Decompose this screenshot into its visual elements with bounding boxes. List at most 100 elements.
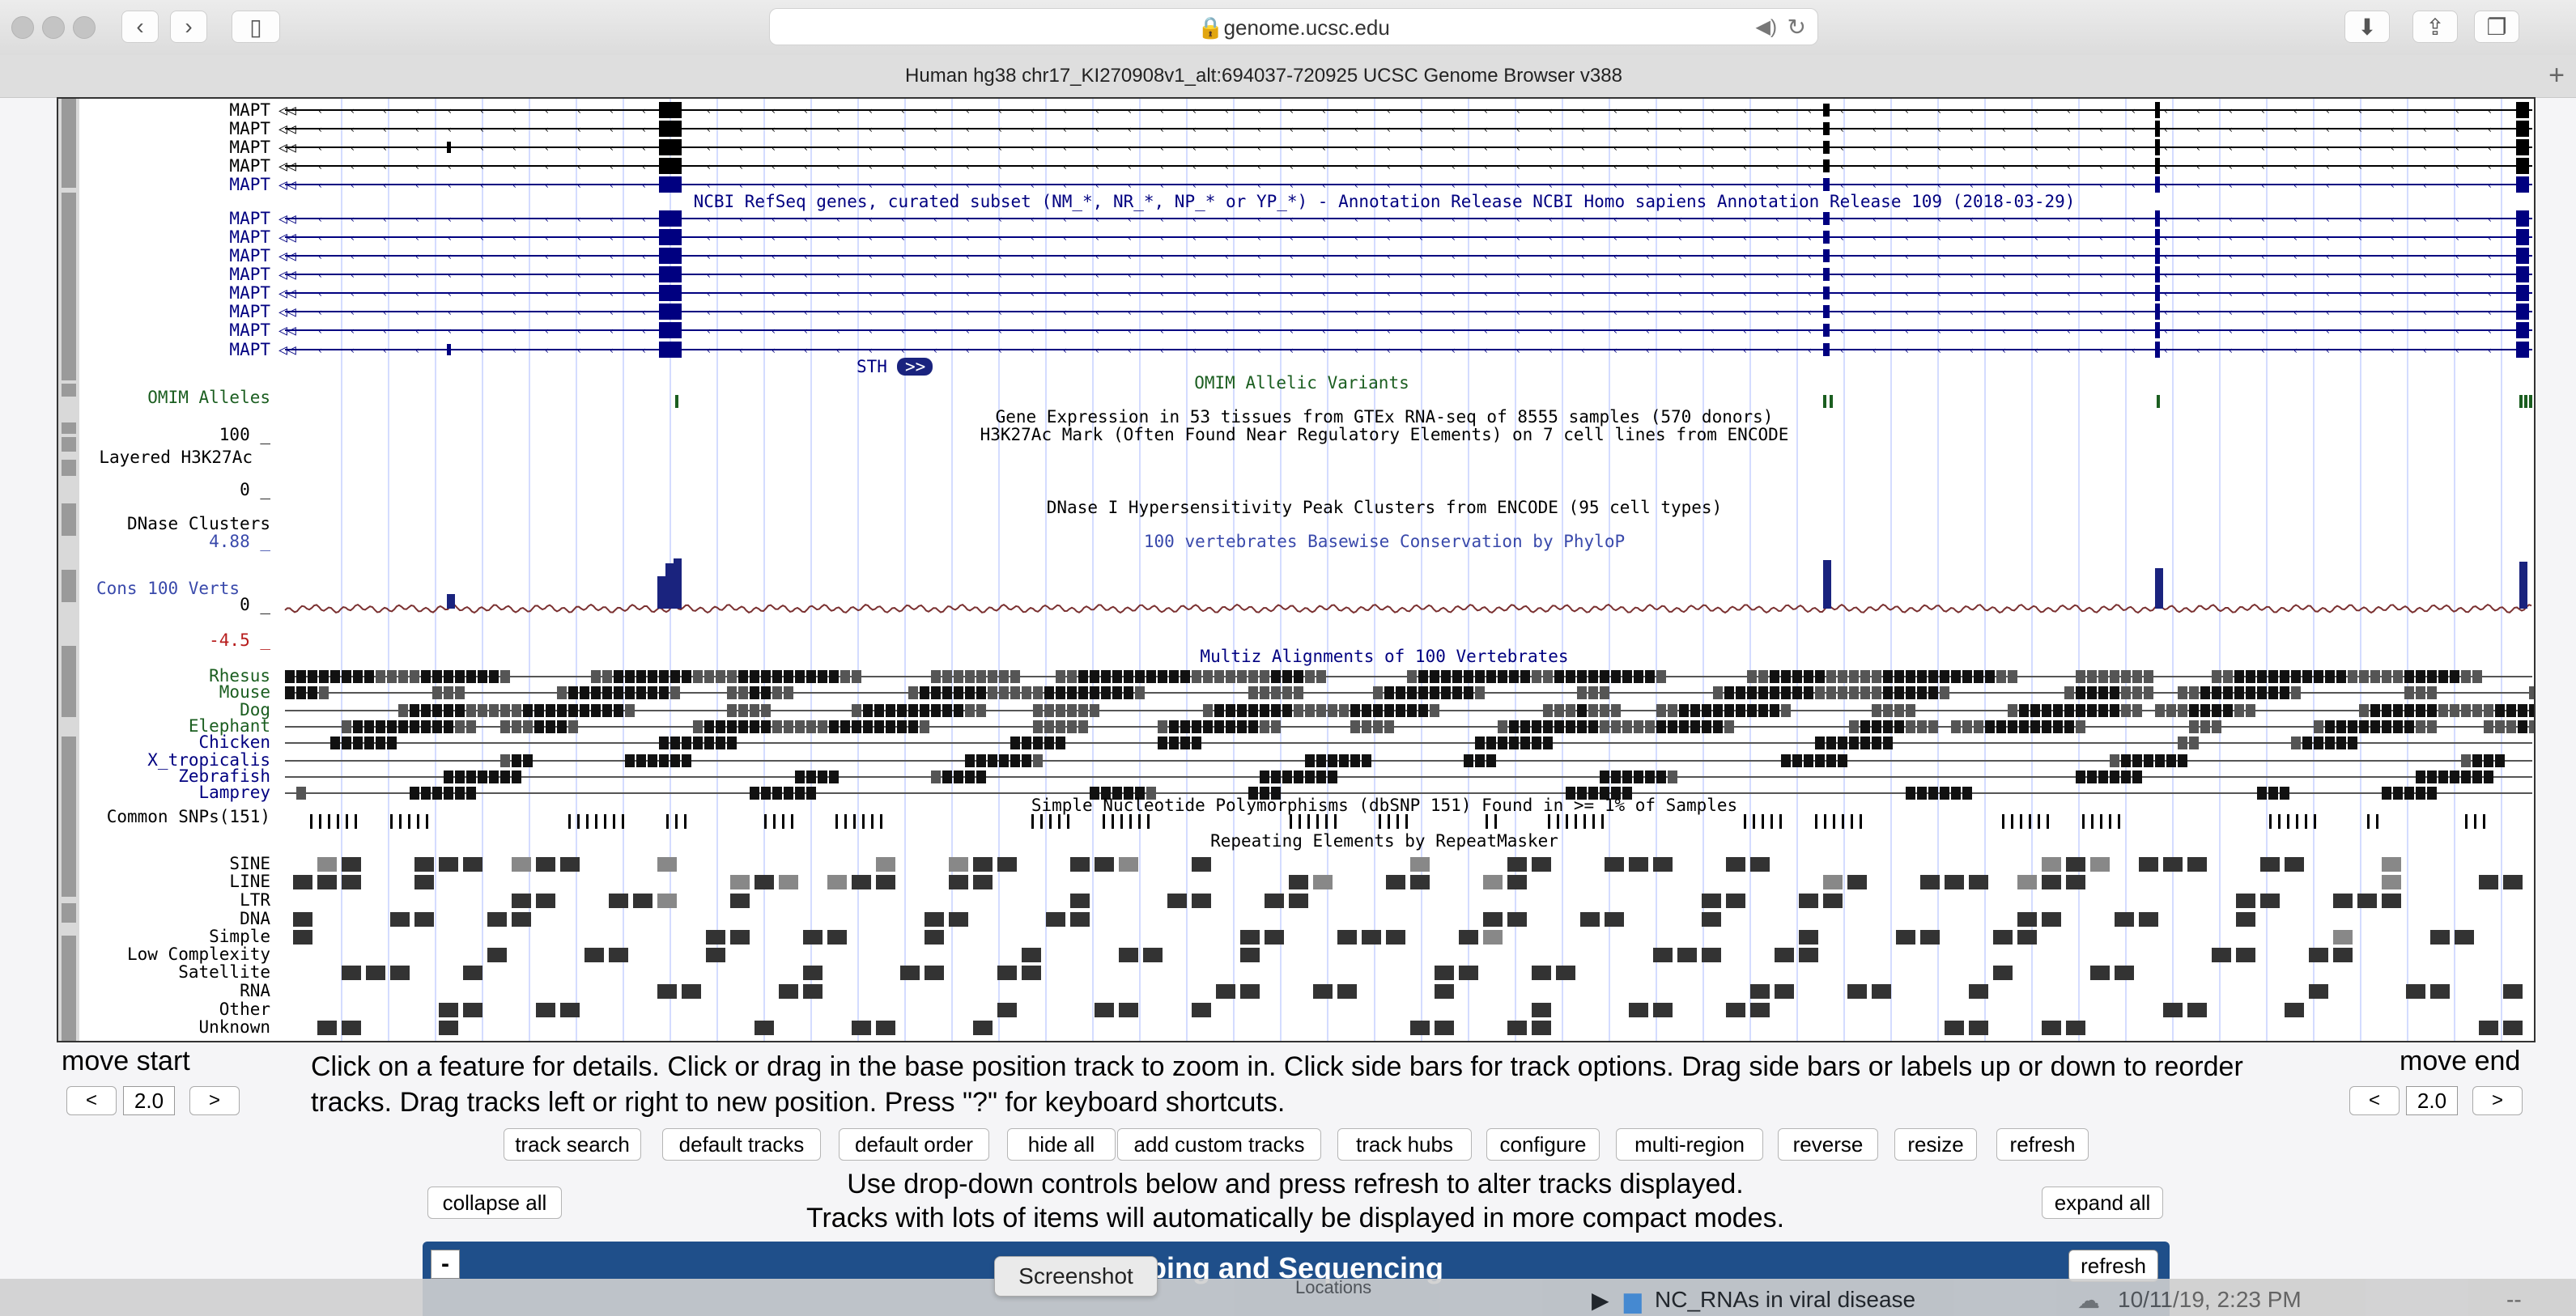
h3k27-label[interactable]: Layered H3K27Ac [99, 448, 253, 467]
gene-label[interactable]: MAPT [229, 321, 270, 340]
svg-text:‹: ‹ [1710, 307, 1715, 318]
sidebar-icon[interactable]: ▯ [232, 11, 280, 43]
new-tab-icon[interactable]: + [2548, 60, 2565, 91]
sth-label[interactable]: STH [857, 357, 887, 376]
refresh-button[interactable]: refresh [1996, 1128, 2089, 1161]
gene-label[interactable]: MAPT [229, 209, 270, 228]
svg-text:‹: ‹ [2390, 214, 2395, 225]
expand-all-button[interactable]: expand all [2042, 1187, 2163, 1219]
gene-label[interactable]: MAPT [229, 100, 270, 120]
speaker-icon[interactable]: ◀) [1755, 16, 1777, 38]
species-label[interactable]: Mouse [219, 682, 270, 702]
track-search-button[interactable]: track search [504, 1128, 641, 1161]
collapse-group-button[interactable]: - [431, 1250, 460, 1279]
species-label[interactable]: Zebrafish [178, 766, 270, 786]
repeat-class-label[interactable]: Low Complexity [127, 945, 270, 964]
close-window-icon[interactable] [11, 16, 34, 39]
tabs-icon[interactable]: ❐ [2474, 11, 2519, 43]
move-start-input[interactable]: 2.0 [123, 1086, 175, 1115]
repeat-class-label[interactable]: RNA [240, 981, 270, 1000]
omim-label[interactable]: OMIM Alleles [147, 388, 270, 407]
minimize-window-icon[interactable] [42, 16, 65, 39]
resize-button[interactable]: resize [1894, 1128, 1977, 1161]
dnase-label[interactable]: DNase Clusters [127, 514, 270, 533]
move-start-right-button[interactable]: > [189, 1086, 240, 1115]
default-tracks-button[interactable]: default tracks [662, 1128, 821, 1161]
multi-region-button[interactable]: multi-region [1616, 1128, 1763, 1161]
repeat-class-label[interactable]: LINE [229, 872, 270, 891]
repeat-class-label[interactable]: DNA [240, 909, 270, 928]
repeat-class-label[interactable]: Satellite [178, 962, 270, 982]
snp-track-title[interactable]: Simple Nucleotide Polymorphisms (dbSNP 1… [1031, 796, 1737, 815]
gene-label[interactable]: MAPT [229, 227, 270, 247]
address-bar[interactable]: 🔒genome.ucsc.edu ◀) ↻ [769, 8, 1818, 45]
gene-label[interactable]: MAPT [229, 340, 270, 359]
svg-text:‹: ‹ [1775, 214, 1780, 225]
gene-label[interactable]: MAPT [229, 119, 270, 138]
gene-label[interactable]: MAPT [229, 283, 270, 303]
share-icon[interactable]: ⇪ [2412, 11, 2458, 43]
dnase-track-title[interactable]: DNase I Hypersensitivity Peak Clusters f… [1047, 498, 1722, 517]
move-end-right-button[interactable]: > [2472, 1086, 2523, 1115]
svg-text:‹: ‹ [1095, 288, 1100, 299]
reverse-button[interactable]: reverse [1778, 1128, 1878, 1161]
tab-title[interactable]: Human hg38 chr17_KI270908v1_alt:694037-7… [905, 65, 1622, 87]
gene-label[interactable]: MAPT [229, 246, 270, 265]
forward-icon[interactable]: › [170, 11, 207, 43]
svg-text:‹: ‹ [1256, 307, 1262, 318]
species-label[interactable]: Rhesus [209, 666, 270, 686]
gene-label[interactable]: MAPT [229, 138, 270, 157]
svg-text:‹: ‹ [447, 270, 453, 281]
gene-label[interactable]: MAPT [229, 302, 270, 321]
repeat-class-label[interactable]: Other [219, 1000, 270, 1019]
cons-label[interactable]: Cons 100 Verts [96, 579, 240, 598]
disclosure-icon[interactable]: ▶ [1592, 1288, 1609, 1313]
move-end-left-button[interactable]: < [2349, 1086, 2400, 1115]
genome-browser-image[interactable]: ◁◁ ‹ ‹ ‹ ‹ ‹ ‹ ‹ ‹ ‹ ‹ ‹ ‹ ‹ ‹ ‹ ‹ ‹ ‹ ‹ ‹ ‹ ‹ ‹ ‹ ‹ ‹ ‹ ‹ ‹ ‹ ‹ ‹ ‹ ‹ ‹ ‹ ‹ ‹… [57, 97, 2536, 1042]
snp-label[interactable]: Common SNPs(151) [107, 807, 270, 826]
svg-text:‹: ‹ [2131, 345, 2136, 356]
svg-text:‹: ‹ [1030, 180, 1035, 191]
add-custom-tracks-button[interactable]: add custom tracks [1117, 1128, 1321, 1161]
h3k27-track-title[interactable]: H3K27Ac Mark (Often Found Near Regulator… [980, 425, 1789, 444]
gtex-track-title[interactable]: Gene Expression in 53 tissues from GTEx … [996, 407, 1774, 427]
refseq-track-title[interactable]: NCBI RefSeq genes, curated subset (NM_*,… [694, 192, 2076, 211]
cons-track-title[interactable]: 100 vertebrates Basewise Conservation by… [1144, 532, 1625, 551]
folder-name[interactable]: NC_RNAs in viral disease [1655, 1287, 1916, 1312]
track-hubs-button[interactable]: track hubs [1337, 1128, 1472, 1161]
gene-label[interactable]: MAPT [229, 175, 270, 194]
move-end-input[interactable]: 2.0 [2406, 1086, 2458, 1115]
default-order-button[interactable]: default order [839, 1128, 989, 1161]
back-icon[interactable]: ‹ [121, 11, 159, 43]
repeat-class-label[interactable]: SINE [229, 854, 270, 873]
species-label[interactable]: X_tropicalis [147, 750, 270, 770]
group-refresh-button[interactable]: refresh [2068, 1250, 2158, 1282]
hide-all-button[interactable]: hide all [1007, 1128, 1116, 1161]
svg-text:‹: ‹ [2325, 307, 2331, 318]
collapse-all-button[interactable]: collapse all [427, 1187, 562, 1219]
repeat-class-label[interactable]: Simple [209, 927, 270, 946]
svg-text:‹: ‹ [1224, 180, 1230, 191]
svg-text:‹: ‹ [1548, 124, 1554, 135]
configure-button[interactable]: configure [1486, 1128, 1600, 1161]
species-label[interactable]: Lamprey [198, 783, 270, 802]
repeat-class-label[interactable]: LTR [240, 890, 270, 910]
move-start-left-button[interactable]: < [66, 1086, 117, 1115]
svg-text:‹: ‹ [1872, 345, 1877, 356]
svg-text:‹: ‹ [1580, 307, 1586, 318]
zoom-window-icon[interactable] [73, 16, 96, 39]
gene-label[interactable]: MAPT [229, 265, 270, 284]
omim-track-title[interactable]: OMIM Allelic Variants [1194, 373, 1409, 393]
svg-text:‹: ‹ [2293, 214, 2298, 225]
rmsk-track-title[interactable]: Repeating Elements by RepeatMasker [1210, 831, 1558, 851]
repeat-class-label[interactable]: Unknown [198, 1017, 270, 1037]
multiz-track-title[interactable]: Multiz Alignments of 100 Vertebrates [1200, 647, 1568, 666]
download-icon[interactable]: ⬇ [2344, 11, 2390, 43]
species-label[interactable]: Dog [240, 700, 270, 720]
reload-icon[interactable]: ↻ [1787, 15, 1806, 40]
gene-label[interactable]: MAPT [229, 156, 270, 176]
species-label[interactable]: Elephant [189, 716, 270, 736]
species-label[interactable]: Chicken [198, 732, 270, 752]
track-canvas[interactable]: ◁◁ ‹ ‹ ‹ ‹ ‹ ‹ ‹ ‹ ‹ ‹ ‹ ‹ ‹ ‹ ‹ ‹ ‹ ‹ ‹ ‹ ‹ ‹ ‹ ‹ ‹ ‹ ‹ ‹ ‹ ‹ ‹ ‹ ‹ ‹ ‹ ‹ ‹ ‹… [58, 99, 2536, 1042]
svg-text:‹: ‹ [2034, 345, 2039, 356]
